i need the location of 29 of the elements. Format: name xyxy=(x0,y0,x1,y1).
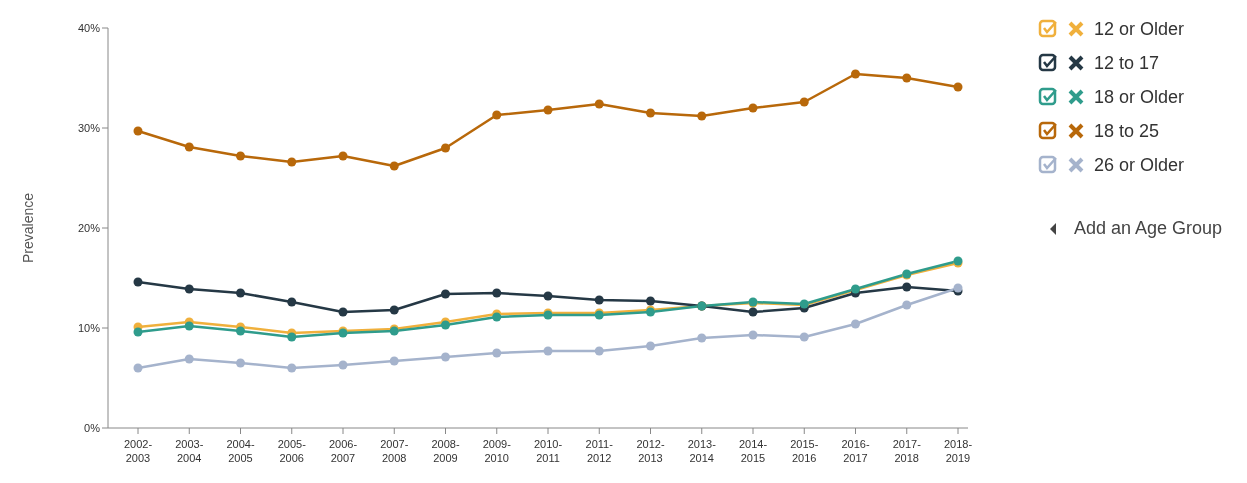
legend-label: 18 or Older xyxy=(1094,86,1185,108)
legend-label: 18 to 25 xyxy=(1094,120,1160,142)
y-tick-label: 40% xyxy=(77,21,101,34)
x-tick-label: 2006-2007 xyxy=(328,438,358,464)
legend-label: 12 to 17 xyxy=(1094,52,1160,74)
y-tick-label: 0% xyxy=(84,421,101,434)
x-tick-label: 2007-2008 xyxy=(380,438,409,464)
y-tick-label: 20% xyxy=(77,221,101,234)
legend-label: 26 or Older xyxy=(1094,154,1185,176)
x-tick-label: 2002-2003 xyxy=(123,438,153,464)
x-tick-label: 2013-2014 xyxy=(687,438,717,464)
x-tick-label: 2005-2006 xyxy=(277,438,307,464)
x-tick-label: 2016-2017 xyxy=(841,438,870,464)
x-tick-label: 2018-2019 xyxy=(943,438,973,464)
x-tick-label: 2009-2010 xyxy=(482,438,512,464)
y-tick-label: 30% xyxy=(77,121,101,134)
text: Add an Age Group xyxy=(1074,218,1223,239)
x-tick-label: 2008-2009 xyxy=(431,438,460,464)
x-tick-label: 2014-2015 xyxy=(738,438,768,464)
x-tick-label: 2003-2004 xyxy=(175,438,204,464)
x-tick-label: 2010-2011 xyxy=(533,438,563,464)
x-tick-label: 2017-2018 xyxy=(892,438,922,464)
x-tick-label: 2012-2013 xyxy=(636,438,665,464)
x-tick-label: 2004-2005 xyxy=(226,438,255,464)
legend-label: 12 or Older xyxy=(1094,18,1185,40)
y-axis-title: Prevalence xyxy=(19,192,36,264)
x-tick-label: 2011-2012 xyxy=(585,438,614,464)
x-tick-label: 2015-2016 xyxy=(790,438,819,464)
y-tick-label: 10% xyxy=(77,321,101,334)
